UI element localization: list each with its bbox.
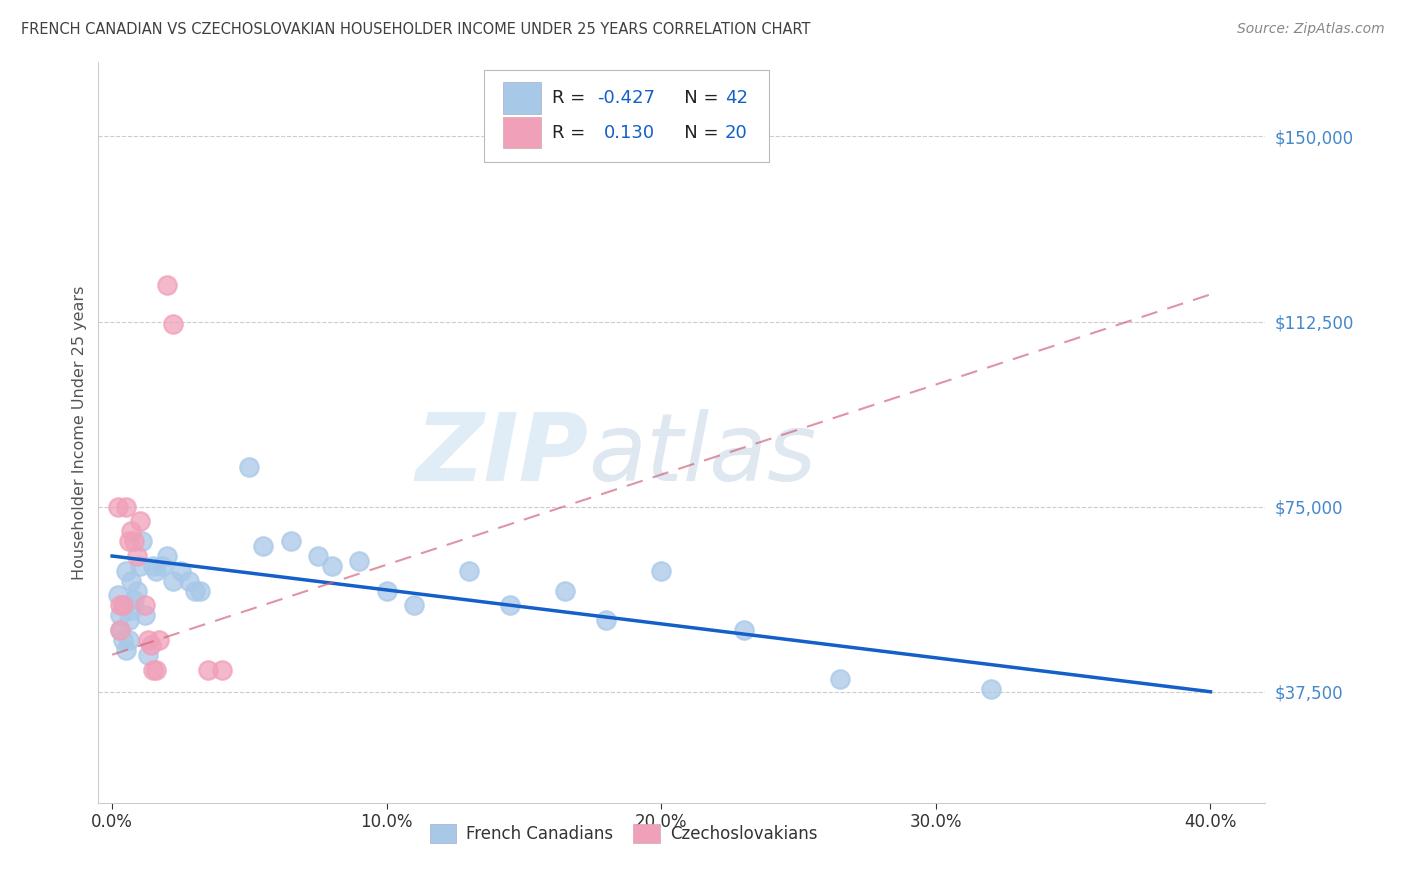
Point <box>828 673 851 687</box>
Text: -0.427: -0.427 <box>596 89 655 107</box>
Point <box>131 534 153 549</box>
Point <box>115 500 138 514</box>
Point <box>136 648 159 662</box>
Point <box>120 524 142 539</box>
Point <box>162 317 184 331</box>
Point <box>145 564 167 578</box>
Point <box>238 460 260 475</box>
Point <box>112 599 135 613</box>
Point <box>307 549 329 563</box>
Point <box>136 632 159 647</box>
Point <box>110 599 132 613</box>
Text: N =: N = <box>666 124 724 142</box>
Point <box>252 539 274 553</box>
Point <box>120 603 142 617</box>
FancyBboxPatch shape <box>503 82 541 113</box>
Point <box>115 564 138 578</box>
Point <box>142 558 165 573</box>
Point <box>122 593 145 607</box>
Point <box>349 554 371 568</box>
Point <box>197 663 219 677</box>
Point <box>122 534 145 549</box>
Point <box>980 682 1002 697</box>
Point <box>321 558 343 573</box>
Point <box>134 599 156 613</box>
Point <box>117 632 139 647</box>
Text: 20: 20 <box>725 124 748 142</box>
Point <box>280 534 302 549</box>
Point <box>211 663 233 677</box>
Text: 42: 42 <box>725 89 748 107</box>
Point <box>650 564 672 578</box>
Legend: French Canadians, Czechoslovakians: French Canadians, Czechoslovakians <box>423 817 824 850</box>
FancyBboxPatch shape <box>503 117 541 148</box>
Text: atlas: atlas <box>589 409 817 500</box>
Point <box>145 663 167 677</box>
Point <box>458 564 481 578</box>
Point <box>375 583 398 598</box>
Point <box>128 558 150 573</box>
Point <box>128 515 150 529</box>
Point <box>125 583 148 598</box>
Point <box>125 549 148 563</box>
Point <box>156 277 179 292</box>
Point <box>188 583 211 598</box>
Text: R =: R = <box>553 124 592 142</box>
Point <box>134 608 156 623</box>
Point <box>110 608 132 623</box>
Y-axis label: Householder Income Under 25 years: Householder Income Under 25 years <box>72 285 87 580</box>
Point <box>120 574 142 588</box>
Point <box>110 623 132 637</box>
Point <box>115 642 138 657</box>
Point <box>733 623 755 637</box>
Point <box>142 663 165 677</box>
Point <box>170 564 193 578</box>
Text: R =: R = <box>553 89 592 107</box>
Point <box>117 613 139 627</box>
Point <box>110 623 132 637</box>
Point <box>112 599 135 613</box>
Point <box>117 534 139 549</box>
Point <box>404 599 426 613</box>
Text: ZIP: ZIP <box>416 409 589 500</box>
Point <box>554 583 576 598</box>
FancyBboxPatch shape <box>484 70 769 162</box>
Text: 0.130: 0.130 <box>603 124 655 142</box>
Text: FRENCH CANADIAN VS CZECHOSLOVAKIAN HOUSEHOLDER INCOME UNDER 25 YEARS CORRELATION: FRENCH CANADIAN VS CZECHOSLOVAKIAN HOUSE… <box>21 22 811 37</box>
Point <box>139 638 162 652</box>
Point <box>177 574 200 588</box>
Text: N =: N = <box>666 89 724 107</box>
Point <box>112 632 135 647</box>
Point <box>107 589 129 603</box>
Point <box>150 558 173 573</box>
Point <box>156 549 179 563</box>
Point <box>107 500 129 514</box>
Point <box>162 574 184 588</box>
Point <box>499 599 522 613</box>
Text: Source: ZipAtlas.com: Source: ZipAtlas.com <box>1237 22 1385 37</box>
Point <box>183 583 205 598</box>
Point <box>595 613 617 627</box>
Point <box>148 632 170 647</box>
